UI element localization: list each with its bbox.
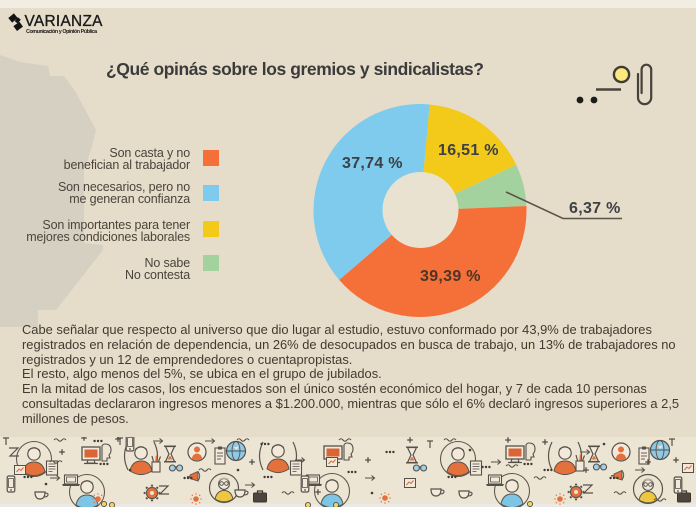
svg-text:VARIANZA: VARIANZA (25, 13, 104, 30)
svg-text:Comunicación y Opinión Pública: Comunicación y Opinión Pública (26, 29, 98, 35)
